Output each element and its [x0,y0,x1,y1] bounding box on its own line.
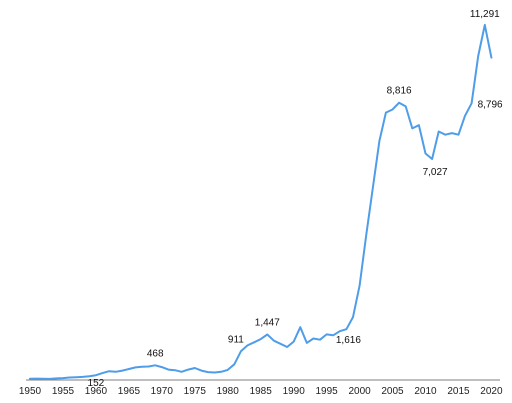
x-tick-label: 1995 [315,386,338,397]
x-tick-label: 1960 [85,386,108,397]
data-label: 7,027 [423,167,448,178]
data-label: 1,447 [255,318,280,329]
x-tick-label: 1955 [52,386,75,397]
data-labels: 152 468 911 1,447 1,616 8,816 7,027 8,796 11,291 [88,9,504,389]
data-label: 152 [88,378,105,389]
x-tick-label: 2010 [414,386,437,397]
data-label: 8,796 [478,99,503,110]
data-label: 1,616 [336,335,361,346]
data-label: 911 [228,334,244,345]
data-label: 11,291 [470,9,500,20]
data-label: 468 [147,348,164,359]
x-tick-label: 2000 [348,386,371,397]
x-tick-label: 1975 [184,386,207,397]
x-tick-label: 1970 [151,386,174,397]
x-tick-label: 1950 [19,386,42,397]
x-axis-ticks: 1950 1955 1960 1965 1970 1975 1980 1985 1990 1995… [19,386,503,397]
series-line [29,23,493,380]
x-tick-label: 1990 [283,386,306,397]
x-tick-label: 1965 [118,386,141,397]
x-tick-label: 1980 [217,386,240,397]
x-tick-label: 1985 [250,386,273,397]
x-tick-label: 2015 [447,386,470,397]
data-label: 8,816 [387,86,412,97]
x-tick-label: 2005 [381,386,404,397]
x-tick-label: 2020 [480,386,503,397]
